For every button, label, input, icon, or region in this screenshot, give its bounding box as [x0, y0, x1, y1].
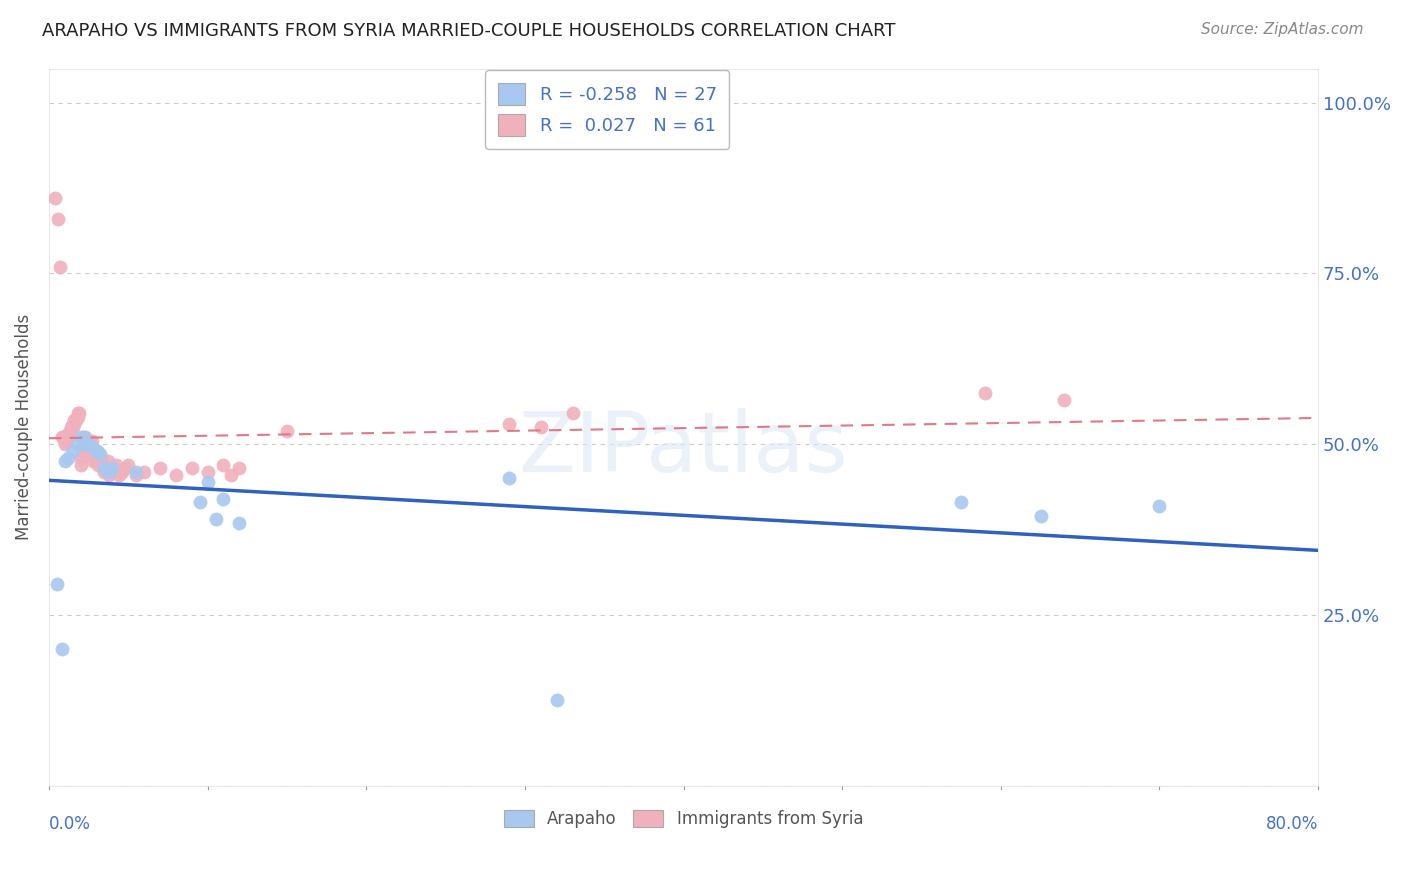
Point [98, 467, 121, 482]
Point [228, 516, 250, 530]
Text: 0.0%: 0.0% [49, 814, 91, 833]
Point [77, 437, 100, 451]
Point [73, 430, 96, 444]
Point [84, 450, 107, 465]
Point [44, 191, 66, 205]
Point [63, 413, 86, 427]
Point [204, 512, 226, 526]
Point [62, 420, 84, 434]
Point [125, 467, 148, 482]
Point [950, 495, 973, 509]
Point [63, 417, 86, 431]
Point [72, 441, 94, 455]
Point [93, 465, 115, 479]
Point [60, 420, 83, 434]
Point [125, 465, 148, 479]
Point [82, 441, 104, 455]
Point [75, 430, 97, 444]
Point [134, 465, 156, 479]
Point [498, 417, 520, 431]
Point [67, 407, 90, 421]
Point [51, 642, 73, 657]
Point [561, 407, 583, 421]
Point [97, 454, 120, 468]
Point [62, 444, 84, 458]
Point [104, 458, 127, 472]
Point [89, 448, 111, 462]
Point [530, 420, 553, 434]
Point [56, 430, 79, 444]
Point [221, 467, 243, 482]
Point [79, 437, 101, 451]
Point [56, 450, 79, 465]
Point [212, 458, 235, 472]
Text: Source: ZipAtlas.com: Source: ZipAtlas.com [1201, 22, 1364, 37]
Point [66, 437, 89, 451]
Text: ARAPAHO VS IMMIGRANTS FROM SYRIA MARRIED-COUPLE HOUSEHOLDS CORRELATION CHART: ARAPAHO VS IMMIGRANTS FROM SYRIA MARRIED… [42, 22, 896, 40]
Point [65, 413, 87, 427]
Point [111, 465, 134, 479]
Point [117, 458, 139, 472]
Point [1029, 508, 1052, 523]
Point [87, 458, 110, 472]
Point [114, 461, 136, 475]
Point [89, 454, 111, 468]
Point [228, 461, 250, 475]
Point [52, 430, 75, 444]
Y-axis label: Married-couple Households: Married-couple Households [15, 314, 32, 541]
Point [62, 417, 84, 431]
Point [212, 491, 235, 506]
Point [98, 465, 121, 479]
Point [1053, 392, 1076, 407]
Point [55, 434, 77, 448]
Point [69, 430, 91, 444]
Point [165, 467, 187, 482]
Point [45, 577, 67, 591]
Legend: Arapaho, Immigrants from Syria: Arapaho, Immigrants from Syria [498, 804, 870, 835]
Point [86, 444, 108, 458]
Text: 80.0%: 80.0% [1265, 814, 1319, 833]
Point [51, 430, 73, 444]
Point [546, 693, 568, 707]
Point [107, 467, 129, 482]
Point [73, 434, 96, 448]
Point [56, 427, 79, 442]
Point [49, 260, 72, 274]
Point [180, 461, 202, 475]
Point [86, 444, 108, 458]
Point [94, 461, 117, 475]
Point [149, 461, 172, 475]
Point [1149, 499, 1171, 513]
Point [66, 409, 89, 424]
Point [76, 444, 98, 458]
Point [276, 424, 298, 438]
Point [101, 461, 124, 475]
Point [69, 450, 91, 465]
Point [48, 211, 70, 226]
Point [82, 454, 104, 468]
Point [80, 434, 103, 448]
Point [72, 444, 94, 458]
Point [73, 437, 96, 451]
Point [53, 437, 76, 451]
Point [58, 424, 80, 438]
Point [66, 407, 89, 421]
Point [69, 458, 91, 472]
Point [90, 450, 112, 465]
Point [498, 471, 520, 485]
Point [197, 465, 219, 479]
Point [197, 475, 219, 489]
Point [77, 441, 100, 455]
Text: ZIPatlas: ZIPatlas [519, 409, 848, 489]
Point [188, 495, 211, 509]
Point [93, 461, 115, 475]
Point [73, 437, 96, 451]
Point [53, 454, 76, 468]
Point [101, 461, 124, 475]
Point [974, 386, 997, 401]
